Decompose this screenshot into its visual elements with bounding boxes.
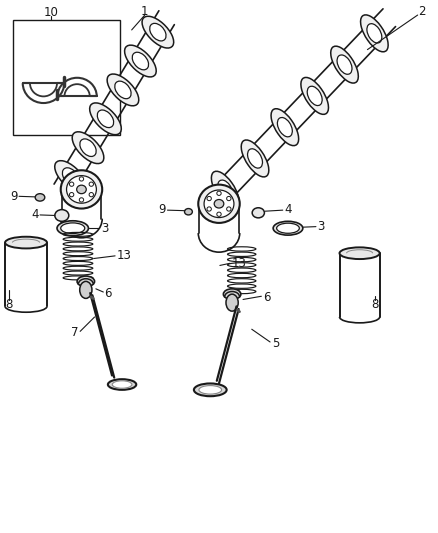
- Ellipse shape: [107, 74, 139, 106]
- Ellipse shape: [79, 198, 84, 202]
- Ellipse shape: [226, 294, 238, 311]
- Ellipse shape: [62, 168, 79, 185]
- Ellipse shape: [57, 221, 88, 236]
- Ellipse shape: [331, 46, 358, 83]
- Ellipse shape: [132, 52, 148, 70]
- Ellipse shape: [273, 221, 303, 235]
- Ellipse shape: [307, 86, 322, 106]
- Ellipse shape: [77, 276, 95, 287]
- Ellipse shape: [70, 182, 74, 187]
- Text: 7: 7: [71, 326, 79, 340]
- Ellipse shape: [223, 289, 241, 300]
- Text: 6: 6: [263, 291, 270, 304]
- Ellipse shape: [72, 132, 104, 164]
- Text: 1: 1: [141, 5, 148, 18]
- Text: 9: 9: [159, 203, 166, 215]
- Text: 6: 6: [105, 287, 112, 300]
- Ellipse shape: [79, 177, 84, 181]
- Ellipse shape: [207, 196, 212, 200]
- Ellipse shape: [124, 45, 156, 77]
- Ellipse shape: [214, 199, 224, 208]
- Ellipse shape: [218, 180, 233, 199]
- Ellipse shape: [198, 184, 240, 223]
- Ellipse shape: [89, 182, 93, 187]
- Ellipse shape: [271, 109, 299, 146]
- Text: 3: 3: [101, 222, 109, 235]
- Text: 2: 2: [418, 5, 426, 18]
- Bar: [13, 20, 120, 135]
- Ellipse shape: [241, 140, 269, 177]
- Ellipse shape: [367, 23, 382, 43]
- Ellipse shape: [112, 381, 132, 388]
- Ellipse shape: [89, 192, 93, 197]
- Text: 9: 9: [10, 190, 18, 203]
- Ellipse shape: [97, 110, 113, 127]
- Ellipse shape: [204, 190, 234, 217]
- Ellipse shape: [108, 379, 136, 390]
- Ellipse shape: [247, 149, 262, 168]
- Ellipse shape: [61, 170, 102, 208]
- Ellipse shape: [184, 208, 192, 215]
- Ellipse shape: [5, 237, 47, 248]
- Text: 4: 4: [285, 203, 292, 215]
- Ellipse shape: [115, 81, 131, 99]
- Ellipse shape: [142, 16, 174, 48]
- Ellipse shape: [199, 385, 222, 394]
- Ellipse shape: [301, 77, 328, 115]
- Ellipse shape: [212, 171, 239, 208]
- Ellipse shape: [217, 212, 221, 216]
- Ellipse shape: [55, 209, 69, 221]
- Ellipse shape: [194, 383, 226, 396]
- Ellipse shape: [252, 208, 265, 218]
- Text: 8: 8: [371, 298, 379, 311]
- Text: 13: 13: [231, 257, 246, 270]
- Ellipse shape: [339, 247, 380, 259]
- Ellipse shape: [150, 23, 166, 41]
- Ellipse shape: [67, 176, 96, 203]
- Ellipse shape: [61, 223, 85, 233]
- Ellipse shape: [226, 196, 231, 200]
- Ellipse shape: [337, 55, 352, 74]
- Text: 10: 10: [43, 6, 58, 19]
- Ellipse shape: [90, 103, 121, 135]
- Ellipse shape: [277, 223, 299, 233]
- Text: 5: 5: [272, 337, 279, 350]
- Text: 8: 8: [6, 298, 13, 311]
- Ellipse shape: [77, 185, 86, 193]
- Text: 4: 4: [31, 208, 39, 221]
- Ellipse shape: [226, 207, 231, 211]
- Ellipse shape: [55, 160, 86, 192]
- Ellipse shape: [207, 207, 212, 211]
- Ellipse shape: [35, 193, 45, 201]
- Ellipse shape: [80, 139, 96, 157]
- Text: 13: 13: [117, 249, 131, 262]
- Ellipse shape: [360, 15, 388, 52]
- Ellipse shape: [217, 191, 221, 196]
- Text: 3: 3: [317, 220, 325, 232]
- Ellipse shape: [80, 281, 92, 298]
- Ellipse shape: [70, 192, 74, 197]
- Ellipse shape: [277, 117, 292, 137]
